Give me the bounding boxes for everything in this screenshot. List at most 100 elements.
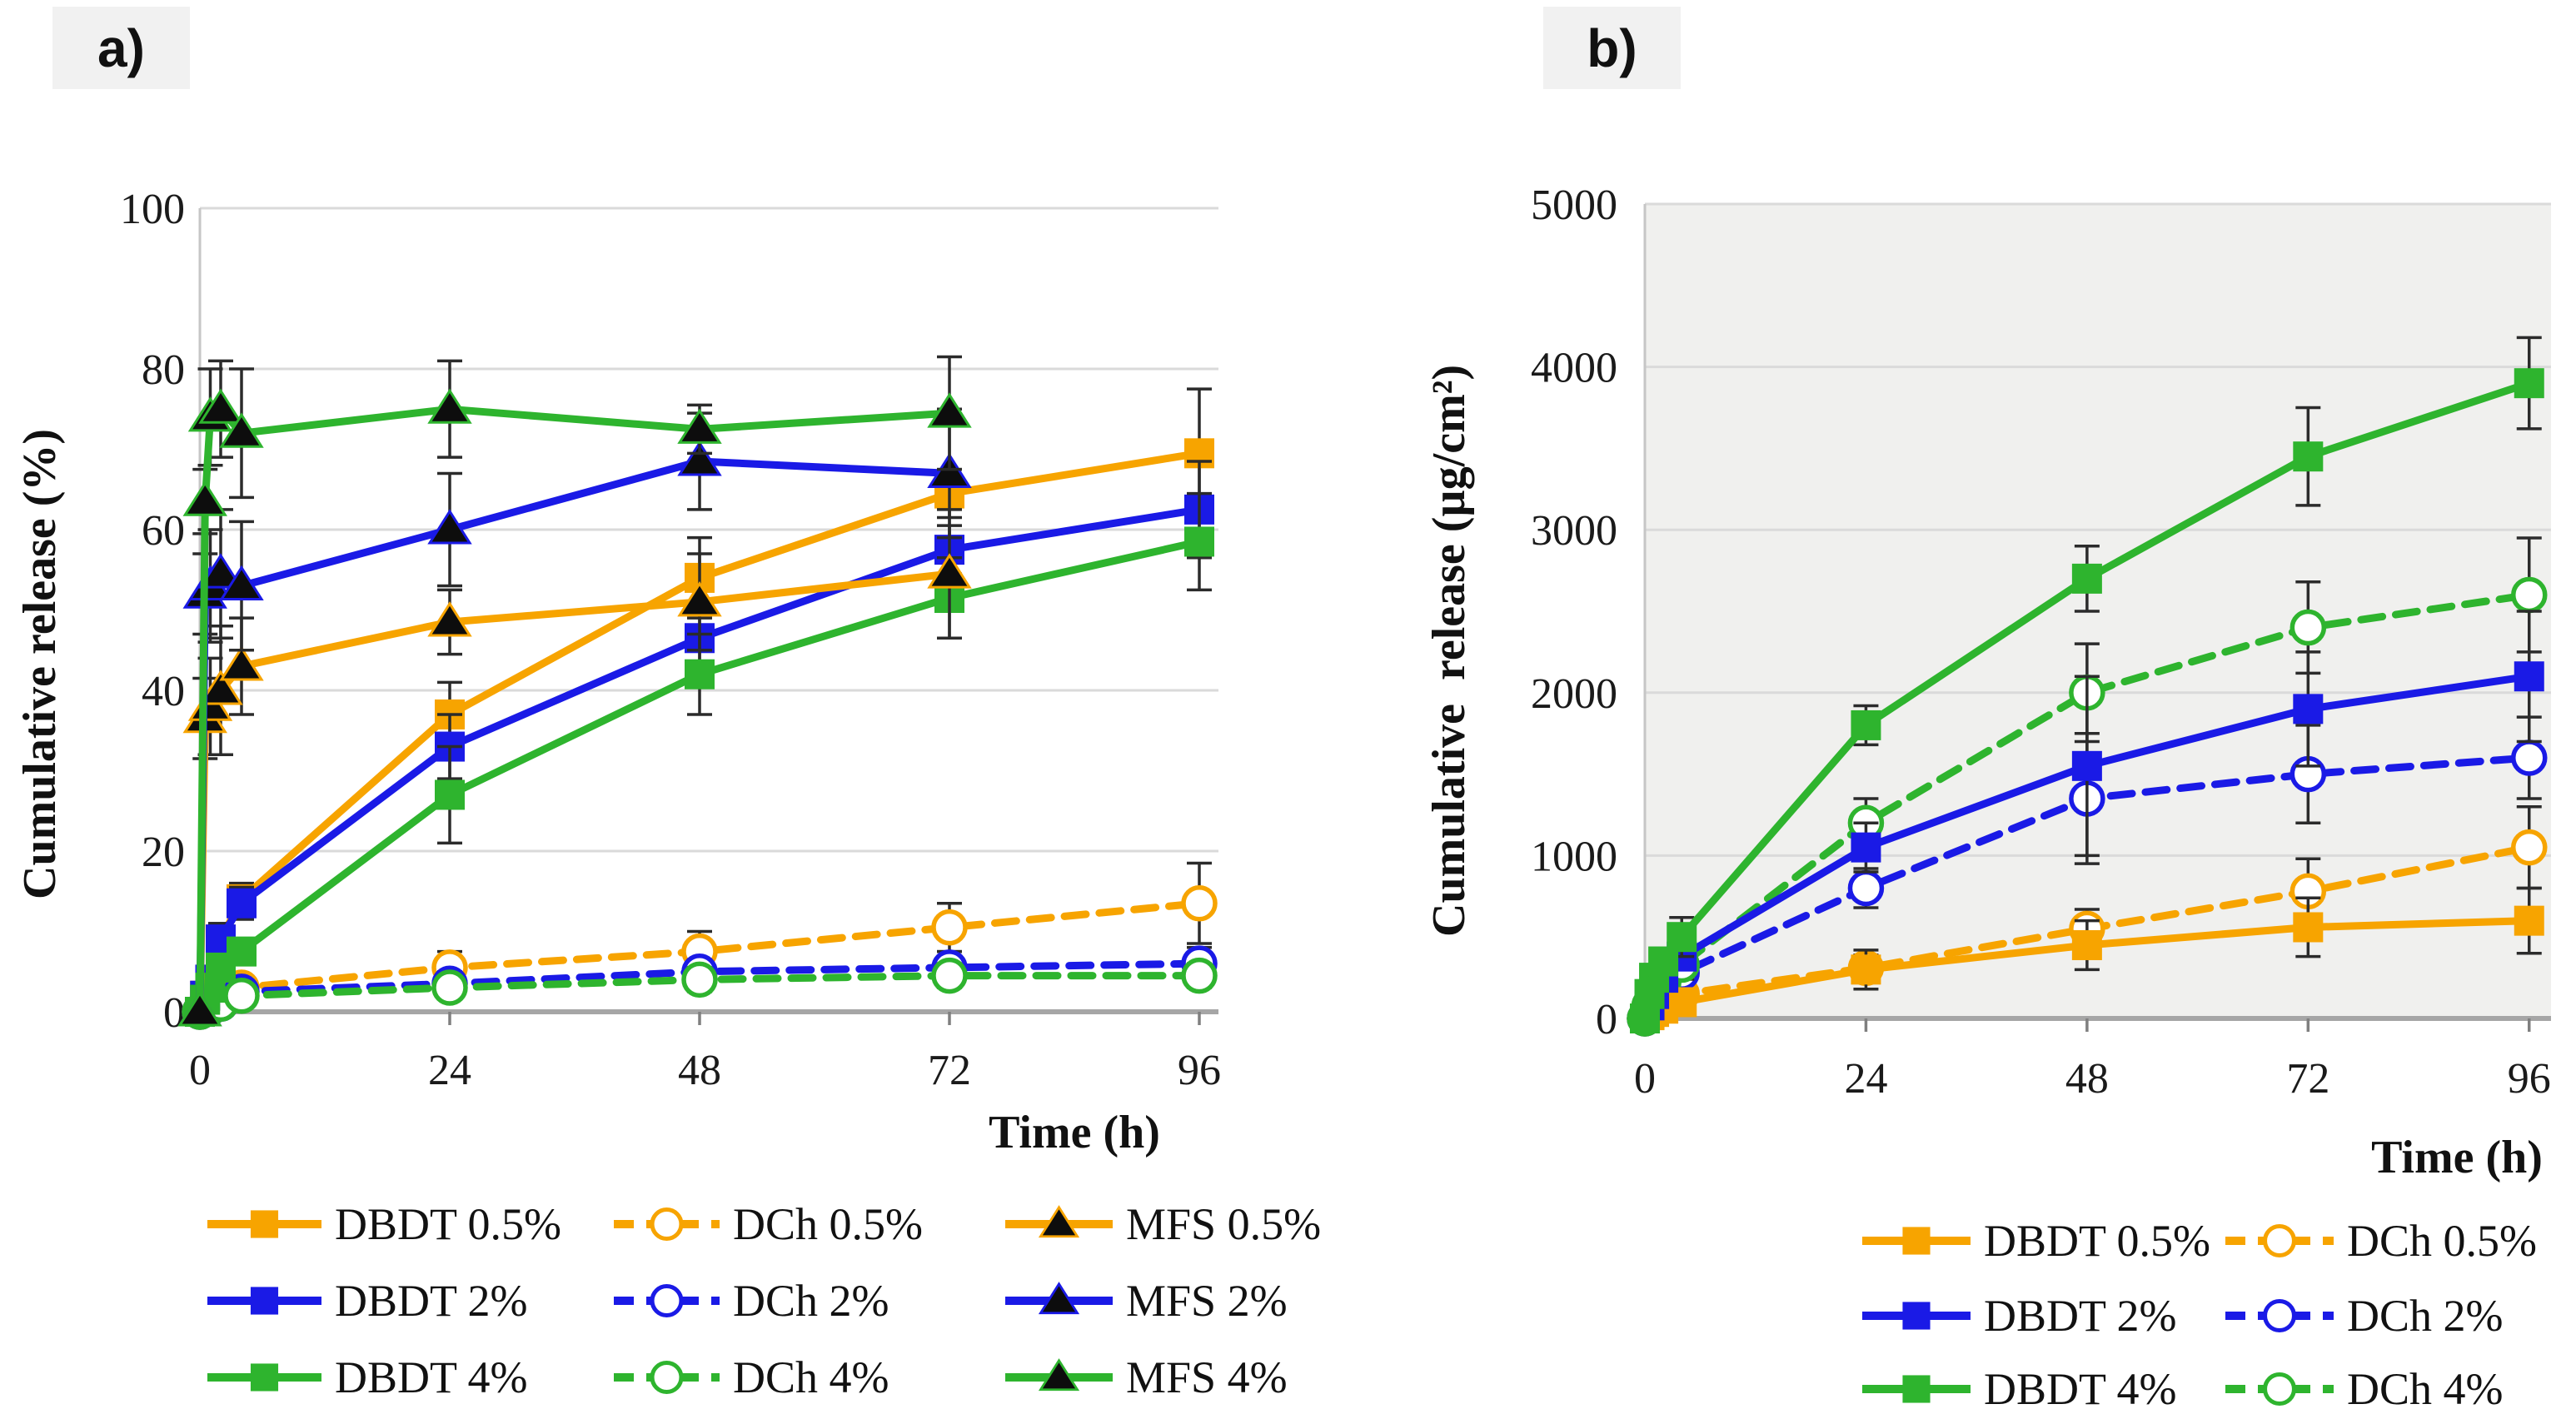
y-tick-label: 0 bbox=[163, 989, 185, 1037]
marker-dch-0-5 bbox=[2511, 829, 2548, 866]
marker-dbdt-2 bbox=[2071, 750, 2102, 781]
legend-glyph-dch-2-a bbox=[614, 1283, 720, 1318]
marker-mfs-2 bbox=[198, 553, 243, 589]
marker-mfs-4 bbox=[198, 388, 243, 424]
x-tick-label: 0 bbox=[1634, 1055, 1656, 1103]
x-tick-label: 96 bbox=[2508, 1055, 2551, 1103]
y-tick-label: 3000 bbox=[1531, 507, 1617, 555]
marker-dch-2 bbox=[2262, 1298, 2297, 1333]
y-tick-label: 60 bbox=[142, 507, 185, 555]
marker-dbdt-2 bbox=[250, 1287, 279, 1315]
marker-mfs-2 bbox=[927, 452, 972, 488]
marker-mfs-2 bbox=[1038, 1282, 1080, 1315]
marker-dbdt-2 bbox=[227, 888, 257, 919]
marker-mfs-4 bbox=[1038, 1358, 1080, 1392]
y-tick-label: 40 bbox=[142, 668, 185, 715]
legend-glyph-mfs-0-5-a bbox=[1005, 1205, 1113, 1238]
marker-dbdt-4 bbox=[1667, 922, 1697, 953]
xaxis-title-b: Time (h) bbox=[2371, 1132, 2543, 1183]
legend-label-dch-2-a: DCh 2% bbox=[733, 1276, 889, 1326]
y-tick-label: 0 bbox=[1596, 996, 1617, 1043]
marker-dbdt-4 bbox=[250, 1363, 279, 1392]
marker-dbdt-0-5 bbox=[250, 1210, 279, 1238]
series-mfs-4 bbox=[177, 355, 972, 1027]
marker-mfs-0-5 bbox=[219, 645, 264, 681]
marker-dch-2 bbox=[650, 1283, 684, 1318]
marker-mfs-0-5 bbox=[927, 553, 972, 589]
y-tick-label: 20 bbox=[142, 829, 185, 876]
legend-glyph-dch-4-b bbox=[2225, 1372, 2334, 1407]
y-tick-label: 1000 bbox=[1531, 833, 1617, 880]
legend-label-dbdt-2-b: DBDT 2% bbox=[1984, 1291, 2177, 1341]
x-tick-label: 48 bbox=[678, 1047, 721, 1094]
marker-dbdt-4 bbox=[227, 936, 257, 967]
marker-dch-4 bbox=[650, 1360, 684, 1395]
marker-mfs-4 bbox=[927, 392, 972, 428]
legend-label-dbdt-4-a: DBDT 4% bbox=[335, 1352, 528, 1402]
marker-mfs-4 bbox=[219, 412, 264, 448]
marker-mfs-0-5 bbox=[1038, 1205, 1080, 1238]
legend-label-dbdt-2-a: DBDT 2% bbox=[335, 1276, 528, 1326]
panel-a-label: a) bbox=[52, 7, 190, 89]
marker-dch-4 bbox=[2290, 609, 2327, 646]
legend-glyph-dch-0-5-b bbox=[2225, 1223, 2334, 1258]
marker-dbdt-2 bbox=[1902, 1302, 1931, 1330]
marker-mfs-0-5 bbox=[677, 581, 722, 617]
legend-glyph-dch-0-5-a bbox=[614, 1207, 720, 1242]
legend-glyph-dbdt-2-a bbox=[207, 1287, 321, 1315]
marker-dch-0-5 bbox=[1181, 884, 1218, 922]
marker-mfs-2 bbox=[219, 565, 264, 601]
marker-dbdt-2 bbox=[2514, 661, 2544, 692]
y-tick-label: 5000 bbox=[1531, 182, 1617, 229]
marker-dch-4 bbox=[681, 961, 718, 998]
legend-glyph-mfs-2-a bbox=[1005, 1282, 1113, 1315]
legend-glyph-dbdt-0-5-a bbox=[207, 1210, 321, 1238]
panel-b-label: b) bbox=[1543, 7, 1681, 89]
marker-dbdt-4 bbox=[1902, 1375, 1931, 1403]
marker-dbdt-0-5 bbox=[2514, 905, 2544, 936]
legend-label-dch-4-a: DCh 4% bbox=[733, 1352, 889, 1402]
x-tick-label: 96 bbox=[1178, 1047, 1221, 1094]
marker-dbdt-4 bbox=[1851, 710, 1881, 740]
marker-mfs-2 bbox=[427, 509, 472, 545]
marker-dch-2 bbox=[2511, 739, 2548, 776]
marker-dbdt-4 bbox=[1184, 526, 1214, 557]
marker-mfs-4 bbox=[427, 388, 472, 424]
x-tick-label: 48 bbox=[2065, 1055, 2109, 1103]
marker-dbdt-4 bbox=[2514, 368, 2544, 399]
marker-dbdt-0-5 bbox=[1851, 954, 1881, 985]
marker-dbdt-4 bbox=[435, 779, 465, 810]
legend-glyph-dbdt-4-a bbox=[207, 1363, 321, 1392]
marker-dbdt-4 bbox=[685, 659, 715, 690]
x-tick-label: 72 bbox=[928, 1047, 971, 1094]
legend-label-mfs-2-a: MFS 2% bbox=[1126, 1276, 1288, 1326]
marker-dbdt-4 bbox=[2293, 441, 2324, 472]
marker-dch-4 bbox=[2511, 576, 2548, 614]
marker-dch-2 bbox=[1847, 869, 1885, 907]
y-tick-label: 4000 bbox=[1531, 345, 1617, 392]
legend-label-dch-4-b: DCh 4% bbox=[2347, 1364, 2504, 1414]
legend-label-dbdt-0-5-a: DBDT 0.5% bbox=[335, 1199, 562, 1249]
y-tick-label: 100 bbox=[120, 186, 185, 233]
legend-glyph-mfs-4-a bbox=[1005, 1358, 1113, 1392]
x-tick-label: 0 bbox=[189, 1047, 211, 1094]
x-tick-label: 24 bbox=[428, 1047, 471, 1094]
legend-label-mfs-0-5-a: MFS 0.5% bbox=[1126, 1199, 1322, 1249]
y-tick-label: 80 bbox=[142, 346, 185, 394]
marker-dbdt-0-5 bbox=[2293, 912, 2324, 943]
legend-glyph-dbdt-4-b bbox=[1862, 1375, 1971, 1403]
marker-mfs-2 bbox=[677, 441, 722, 476]
marker-dbdt-0-5 bbox=[1902, 1227, 1931, 1255]
x-tick-label: 24 bbox=[1844, 1055, 1887, 1103]
legend-label-dch-0-5-b: DCh 0.5% bbox=[2347, 1216, 2537, 1266]
marker-dch-4 bbox=[2262, 1372, 2297, 1407]
legend-glyph-dbdt-0-5-b bbox=[1862, 1227, 1971, 1255]
x-tick-label: 72 bbox=[2286, 1055, 2329, 1103]
series-mfs-2 bbox=[177, 407, 972, 1027]
legend-glyph-dch-2-b bbox=[2225, 1298, 2334, 1333]
marker-dbdt-0-5 bbox=[2071, 929, 2102, 960]
marker-dch-0-5 bbox=[931, 909, 968, 946]
